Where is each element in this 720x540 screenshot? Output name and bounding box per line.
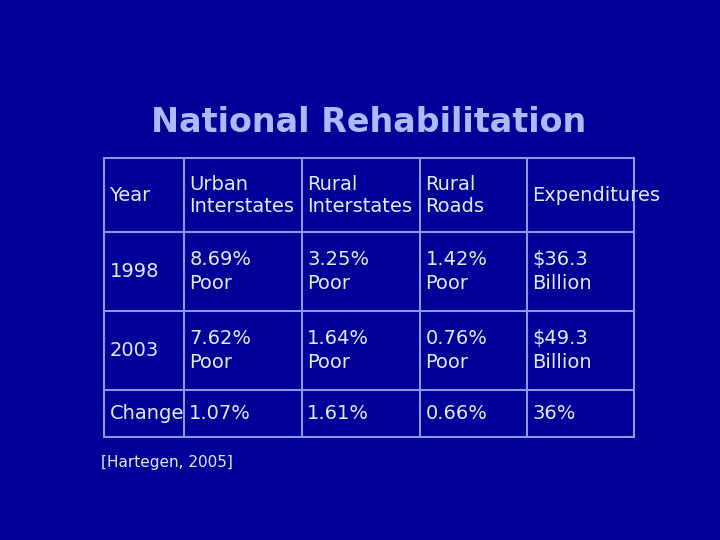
- Text: 2003: 2003: [109, 341, 159, 360]
- Text: Change: Change: [109, 404, 184, 423]
- Text: Year: Year: [109, 186, 150, 205]
- Text: 1.42%
Poor: 1.42% Poor: [426, 249, 487, 293]
- Text: 36%: 36%: [533, 404, 576, 423]
- Text: 1998: 1998: [109, 262, 159, 281]
- Text: Rural
Interstates: Rural Interstates: [307, 174, 413, 215]
- Text: 1.07%: 1.07%: [189, 404, 251, 423]
- Text: $49.3
Billion: $49.3 Billion: [533, 328, 592, 372]
- Text: 8.69%
Poor: 8.69% Poor: [189, 249, 251, 293]
- Bar: [104, 158, 634, 437]
- Text: Urban
Interstates: Urban Interstates: [189, 174, 294, 215]
- Text: 0.66%: 0.66%: [426, 404, 487, 423]
- Text: 0.76%
Poor: 0.76% Poor: [426, 328, 487, 372]
- Text: 1.61%: 1.61%: [307, 404, 369, 423]
- Text: [Hartegen, 2005]: [Hartegen, 2005]: [101, 455, 233, 470]
- Text: Expenditures: Expenditures: [533, 186, 660, 205]
- Text: $36.3
Billion: $36.3 Billion: [533, 249, 592, 293]
- Text: 1.64%
Poor: 1.64% Poor: [307, 328, 369, 372]
- Text: Rural
Roads: Rural Roads: [426, 174, 485, 215]
- Text: 7.62%
Poor: 7.62% Poor: [189, 328, 251, 372]
- Text: National Rehabilitation: National Rehabilitation: [151, 106, 587, 139]
- Text: 3.25%
Poor: 3.25% Poor: [307, 249, 369, 293]
